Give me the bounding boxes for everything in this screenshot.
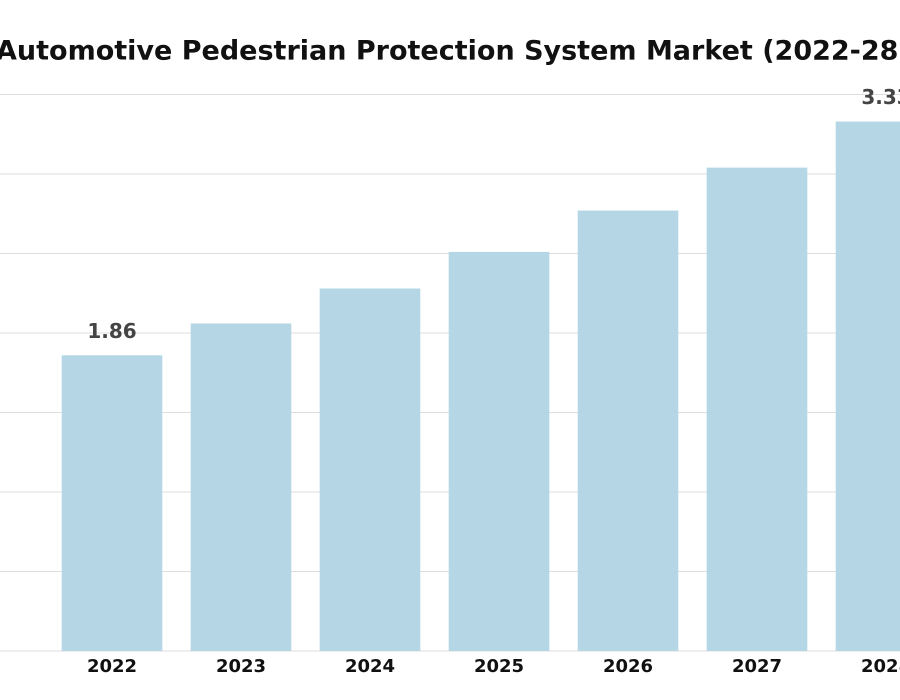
- bar: [835, 121, 900, 651]
- bar: [448, 251, 550, 651]
- x-tick-label: 2027: [732, 656, 782, 677]
- bar: [319, 288, 421, 651]
- bar: [706, 167, 808, 651]
- x-tick-label: 2028: [861, 656, 900, 677]
- data-label: 3.33: [861, 85, 900, 109]
- bar: [190, 323, 292, 651]
- chart-title: Automotive Pedestrian Protection System …: [0, 36, 898, 67]
- x-tick-label: 2023: [216, 656, 266, 677]
- x-tick-label: 2024: [345, 656, 395, 677]
- x-tick-label: 2026: [603, 656, 653, 677]
- data-label: 1.86: [87, 319, 136, 343]
- bar: [61, 355, 163, 651]
- x-tick-label: 2025: [474, 656, 524, 677]
- x-tick-label: 2022: [87, 656, 137, 677]
- bar: [577, 210, 679, 651]
